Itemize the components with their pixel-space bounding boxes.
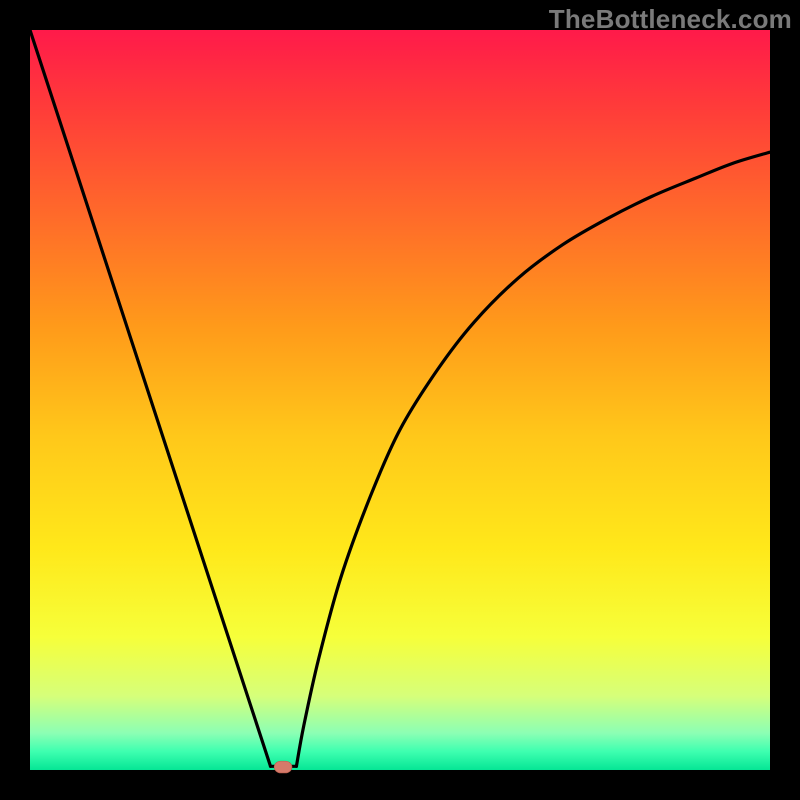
- chart-container: { "watermark": { "text": "TheBottleneck.…: [0, 0, 800, 800]
- optimum-marker: [274, 761, 292, 773]
- bottleneck-chart: [0, 0, 800, 800]
- plot-area: [30, 30, 770, 770]
- watermark-text: TheBottleneck.com: [549, 4, 792, 35]
